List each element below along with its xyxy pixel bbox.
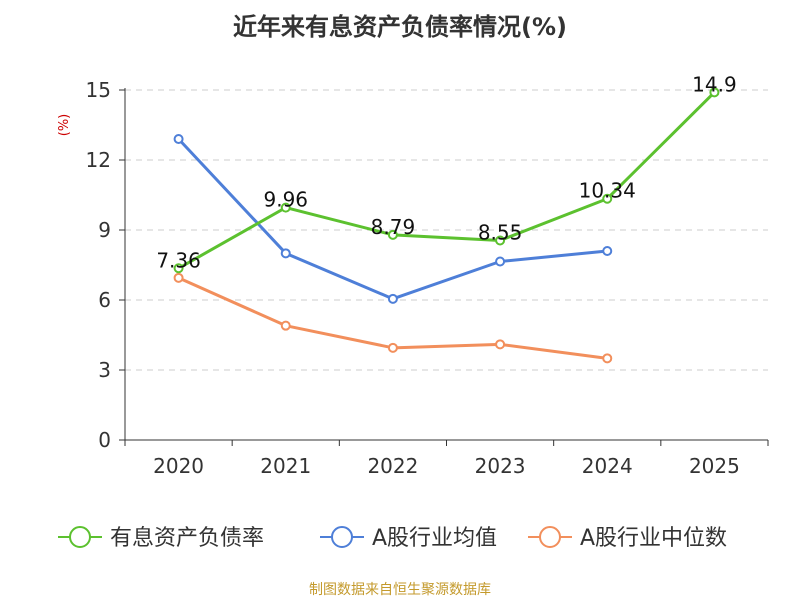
data-point [387, 229, 398, 240]
data-point [387, 342, 398, 353]
series-lines [173, 87, 720, 364]
data-point [495, 256, 506, 267]
legend-label: A股行业均值 [372, 526, 497, 551]
legend-marker [331, 526, 353, 548]
data-label: 9.96 [263, 188, 308, 212]
chart-title: 近年来有息资产负债率情况(%) [233, 13, 567, 41]
data-point [602, 193, 613, 204]
x-tick-label: 2025 [689, 454, 740, 478]
data-point [280, 248, 291, 259]
data-point [173, 263, 184, 274]
y-tick-label: 12 [86, 148, 111, 172]
x-tick-label: 2023 [475, 454, 526, 478]
data-point [173, 134, 184, 144]
legend: 有息资产负债率 A股行业均值 A股行业中位数 [58, 526, 727, 551]
legend-item: A股行业中位数 [528, 526, 727, 551]
y-tick-label: 9 [98, 218, 111, 242]
data-label: 8.55 [478, 221, 523, 245]
data-point [495, 339, 506, 350]
data-point [602, 246, 613, 256]
data-label: 10.34 [579, 179, 636, 203]
gridlines [125, 89, 768, 371]
axes: 0 3 6 9 12 15 2020 2021 2022 2023 2024 2025 [86, 78, 769, 478]
legend-item: 有息资产负债率 [58, 526, 264, 551]
x-tick-label: 2022 [367, 454, 418, 478]
legend-label: 有息资产负债率 [110, 526, 264, 551]
data-point [173, 272, 184, 283]
data-point [709, 87, 720, 98]
data-point [602, 353, 613, 364]
legend-label: A股行业中位数 [580, 526, 727, 551]
x-tick-label: 2020 [153, 454, 204, 478]
legend-marker [69, 526, 91, 548]
legend-marker [539, 526, 561, 548]
source-note: 制图数据来自恒生聚源数据库 [309, 582, 491, 598]
data-point [280, 320, 291, 331]
legend-item: A股行业均值 [320, 526, 497, 551]
y-axis-unit-label: (%) [57, 114, 72, 137]
data-label: 8.79 [371, 215, 416, 239]
data-point [495, 235, 506, 246]
data-point [387, 293, 398, 304]
y-tick-label: 6 [98, 288, 111, 312]
data-label: 7.36 [156, 248, 201, 272]
y-tick-label: 15 [86, 78, 111, 102]
data-label: 14.9 [692, 72, 737, 96]
y-tick-label: 0 [98, 428, 111, 452]
data-labels: 7.36 9.96 8.79 8.55 10.34 14.9 [156, 72, 736, 272]
x-tick-label: 2024 [582, 454, 633, 478]
series-line [177, 91, 716, 270]
data-point [280, 202, 291, 213]
y-tick-label: 3 [98, 358, 111, 382]
x-tick-label: 2021 [260, 454, 311, 478]
